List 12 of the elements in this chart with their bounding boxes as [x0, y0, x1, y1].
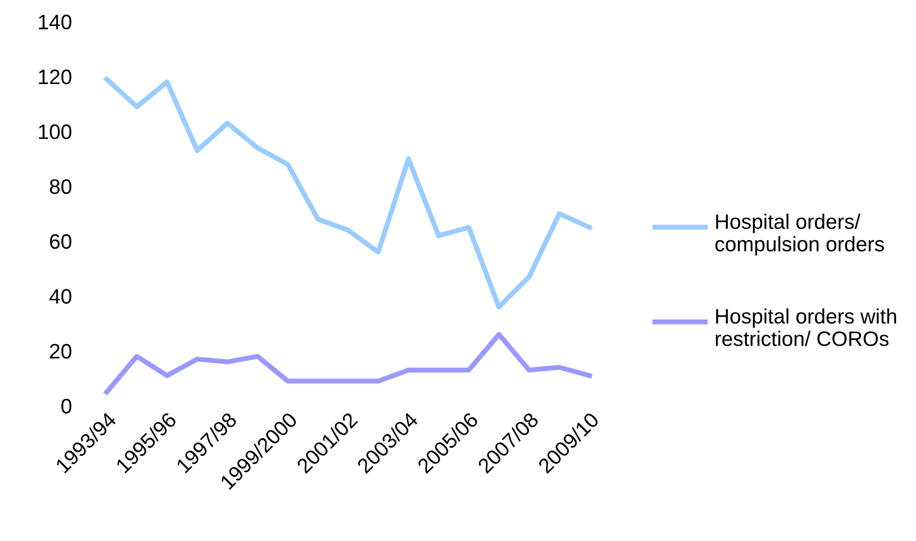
y-tick-label: 100	[38, 124, 72, 140]
line-series	[104, 332, 592, 394]
y-tick-label: 80	[50, 179, 72, 194]
y-tick-label: 120	[38, 70, 72, 84]
y-tick-label: 40	[49, 289, 72, 304]
y-tick-label: 20	[50, 344, 72, 359]
legend-label: Hospital orders with restriction/ COROs	[716, 308, 896, 346]
y-tick-label: 60	[50, 234, 72, 249]
legend-label: Hospital orders/ compulsion orders	[715, 214, 884, 256]
y-tick-label: 0	[61, 398, 72, 414]
line-series	[104, 76, 592, 310]
y-tick-label: 140	[38, 14, 72, 30]
